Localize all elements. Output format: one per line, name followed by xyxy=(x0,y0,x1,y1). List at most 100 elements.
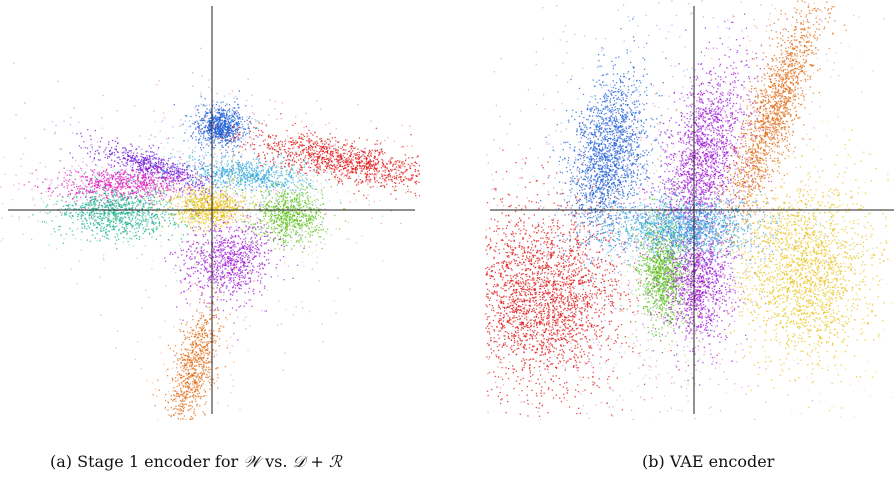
scatter-point xyxy=(383,181,386,183)
scatter-point xyxy=(138,202,141,204)
scatter-point xyxy=(86,228,88,230)
scatter-point xyxy=(356,162,359,164)
scatter-point xyxy=(100,217,102,219)
scatter-point xyxy=(345,160,347,162)
scatter-point xyxy=(157,226,160,228)
scatter-point xyxy=(44,178,46,180)
scatter-point xyxy=(217,111,219,113)
scatter-point xyxy=(249,180,251,183)
scatter-point xyxy=(111,176,113,178)
scatter-point xyxy=(138,173,140,175)
scatter-point xyxy=(302,174,304,176)
scatter-point xyxy=(101,198,104,200)
scatter-point xyxy=(143,179,145,182)
scatter-point xyxy=(85,179,87,181)
scatter-point xyxy=(215,134,217,137)
scatter-point xyxy=(371,149,373,151)
scatter-point xyxy=(273,164,276,166)
scatter-point xyxy=(185,115,188,117)
scatter-point xyxy=(0,186,2,188)
scatter-point xyxy=(351,145,353,147)
scatter-point xyxy=(159,182,162,184)
scatter-point xyxy=(308,147,310,149)
scatter-point xyxy=(179,162,181,165)
scatter-point xyxy=(184,132,186,134)
scatter-point xyxy=(228,156,230,158)
scatter-point xyxy=(370,160,372,162)
scatter-point xyxy=(94,205,96,207)
scatter-point xyxy=(369,164,371,166)
scatter-point xyxy=(415,195,417,197)
scatter-point xyxy=(220,183,222,186)
scatter-point xyxy=(212,104,214,106)
scatter-point xyxy=(313,143,315,146)
scatter-point xyxy=(188,180,191,182)
scatter-point xyxy=(285,178,287,180)
scatter-point xyxy=(218,125,220,127)
scatter-point xyxy=(106,172,108,174)
scatter-point xyxy=(309,156,311,158)
scatter-point xyxy=(127,177,129,180)
scatter-point xyxy=(214,179,216,181)
scatter-point xyxy=(337,151,339,153)
scatter-point xyxy=(157,165,159,167)
scatter-point xyxy=(238,146,241,148)
scatter-point xyxy=(402,146,404,148)
cluster-6 xyxy=(0,148,325,285)
scatter-point xyxy=(296,141,299,143)
scatter-point xyxy=(375,158,377,161)
scatter-point xyxy=(376,167,378,169)
scatter-point xyxy=(297,235,300,237)
scatter-point xyxy=(214,111,216,113)
scatter-point xyxy=(121,193,123,196)
scatter-point xyxy=(327,162,330,164)
scatter-point xyxy=(367,167,369,169)
scatter-point xyxy=(176,280,178,282)
scatter-point xyxy=(189,213,191,215)
scatter-point xyxy=(141,148,143,150)
scatter-point xyxy=(231,180,233,182)
scatter-point xyxy=(280,172,282,175)
scatter-point xyxy=(222,134,224,136)
scatter-point xyxy=(216,101,218,103)
scatter-point xyxy=(75,159,77,162)
scatter-point xyxy=(251,186,253,188)
scatter-point xyxy=(385,176,388,179)
scatter-point xyxy=(229,132,232,134)
scatter-point xyxy=(217,128,219,130)
scatter-point xyxy=(162,112,165,114)
scatter-point xyxy=(319,169,321,171)
scatter-point xyxy=(182,179,184,182)
scatter-point xyxy=(54,133,56,135)
scatter-point xyxy=(159,130,161,132)
scatter-point xyxy=(224,182,226,184)
scatter-point xyxy=(122,186,124,188)
scatter-point xyxy=(150,173,152,175)
scatter-point xyxy=(219,108,221,110)
scatter-point xyxy=(221,135,223,138)
scatter-point xyxy=(96,212,98,214)
scatter-point xyxy=(224,115,226,117)
scatter-point xyxy=(209,132,212,135)
scatter-point xyxy=(227,116,229,118)
scatter-point xyxy=(289,176,291,178)
scatter-point xyxy=(28,181,30,183)
scatter-point xyxy=(228,215,230,217)
scatter-point xyxy=(246,172,248,174)
scatter-point xyxy=(238,116,240,118)
scatter-point xyxy=(353,153,355,155)
scatter-point xyxy=(108,179,110,182)
scatter-point xyxy=(91,192,93,194)
scatter-point xyxy=(111,151,113,154)
scatter-point xyxy=(146,223,148,225)
scatter-point xyxy=(144,173,146,175)
scatter-point xyxy=(215,173,217,175)
scatter-point xyxy=(334,158,336,161)
scatter-point xyxy=(155,171,157,173)
scatter-point xyxy=(133,191,135,193)
scatter-point xyxy=(330,171,332,173)
scatter-point xyxy=(72,234,74,236)
scatter-point xyxy=(375,164,377,166)
scatter-point xyxy=(414,161,416,163)
scatter-point xyxy=(115,222,117,224)
